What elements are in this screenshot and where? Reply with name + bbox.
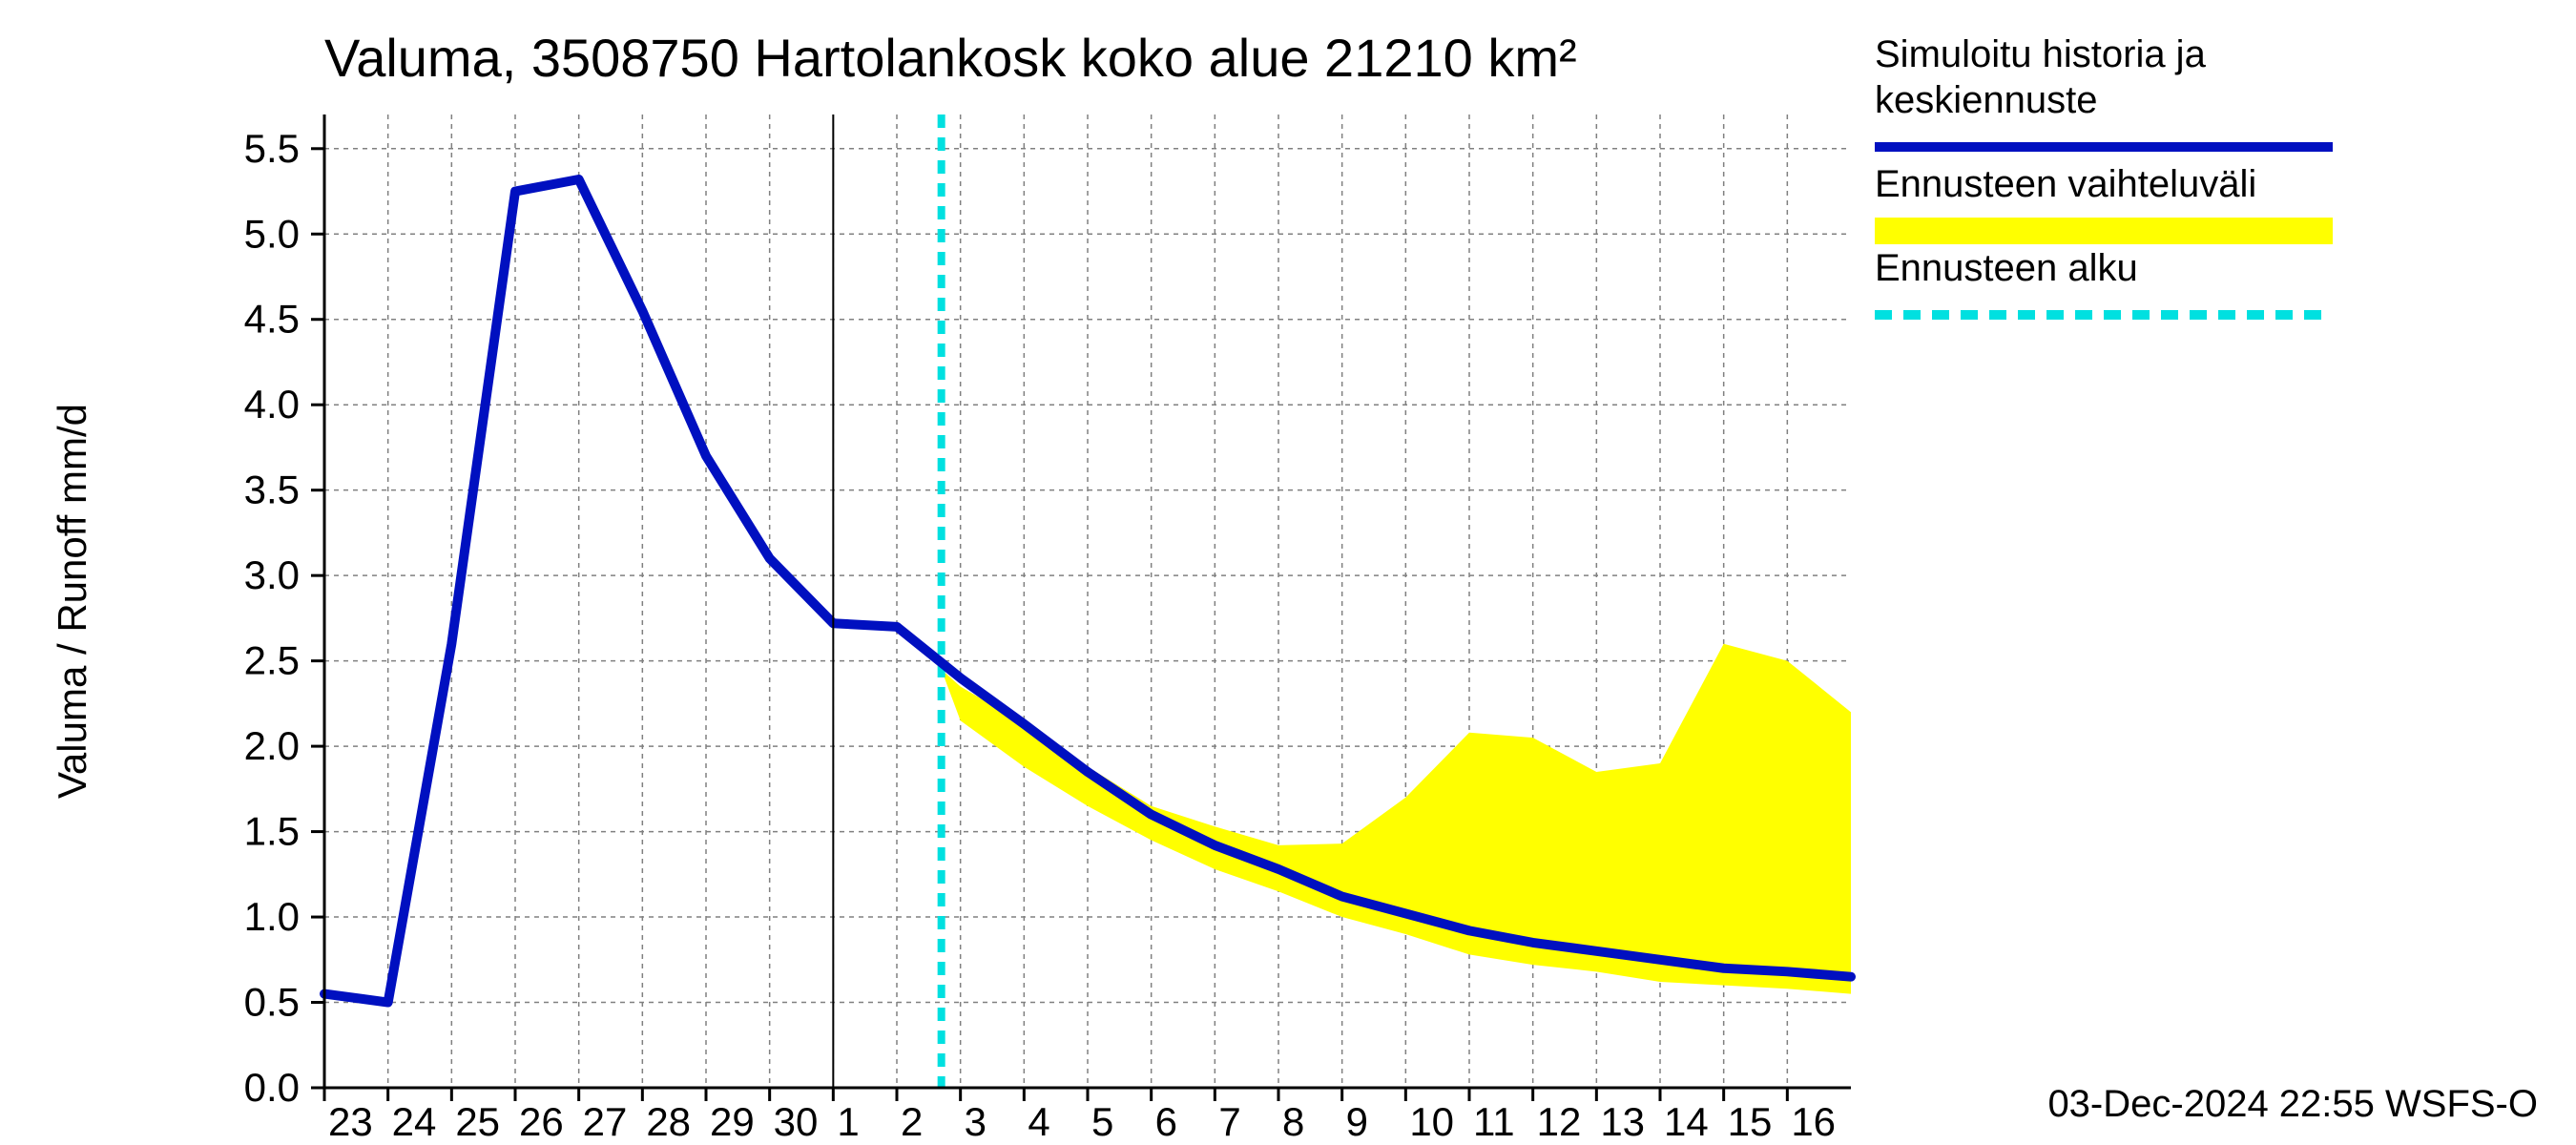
legend-label: Ennusteen alku	[1875, 247, 2138, 289]
legend-label: keskiennuste	[1875, 79, 2097, 121]
ytick-label: 5.5	[244, 126, 300, 171]
ytick-label: 3.0	[244, 552, 300, 597]
xtick-label: 29	[710, 1099, 755, 1144]
xtick-label: 7	[1218, 1099, 1240, 1144]
xtick-label: 27	[583, 1099, 628, 1144]
xtick-label: 28	[646, 1099, 691, 1144]
xtick-label: 3	[965, 1099, 987, 1144]
xtick-label: 30	[774, 1099, 819, 1144]
xtick-label: 26	[519, 1099, 564, 1144]
legend-swatch-band	[1875, 218, 2333, 244]
y-axis-label: Valuma / Runoff mm/d	[50, 404, 94, 799]
ytick-label: 3.5	[244, 468, 300, 512]
xtick-label: 9	[1346, 1099, 1368, 1144]
xtick-label: 8	[1282, 1099, 1304, 1144]
ytick-label: 5.0	[244, 211, 300, 256]
xtick-label: 12	[1537, 1099, 1582, 1144]
legend-label: Simuloitu historia ja	[1875, 33, 2207, 75]
xtick-label: 2	[901, 1099, 923, 1144]
xtick-label: 6	[1155, 1099, 1177, 1144]
xtick-label: 14	[1664, 1099, 1709, 1144]
xtick-label: 1	[837, 1099, 859, 1144]
xtick-label: 10	[1409, 1099, 1454, 1144]
xtick-label: 15	[1728, 1099, 1773, 1144]
xtick-label: 11	[1473, 1099, 1515, 1144]
chart-title: Valuma, 3508750 Hartolankosk koko alue 2…	[324, 28, 1577, 88]
xtick-label: 4	[1028, 1099, 1049, 1144]
ytick-label: 0.0	[244, 1065, 300, 1110]
ytick-label: 4.5	[244, 297, 300, 342]
ytick-label: 1.0	[244, 894, 300, 939]
ytick-label: 1.5	[244, 809, 300, 854]
chart-footer: 03-Dec-2024 22:55 WSFS-O	[2047, 1083, 2538, 1125]
runoff-chart: 0.00.51.01.52.02.53.03.54.04.55.05.52324…	[0, 0, 2576, 1145]
legend-label: Ennusteen vaihteluväli	[1875, 163, 2256, 205]
xtick-label: 13	[1600, 1099, 1645, 1144]
xtick-label: 23	[328, 1099, 373, 1144]
chart-svg: 0.00.51.01.52.02.53.03.54.04.55.05.52324…	[0, 0, 2576, 1145]
ytick-label: 2.5	[244, 638, 300, 683]
xtick-label: 5	[1091, 1099, 1113, 1144]
ytick-label: 0.5	[244, 980, 300, 1025]
xtick-label: 25	[455, 1099, 500, 1144]
ytick-label: 2.0	[244, 723, 300, 768]
xtick-label: 24	[392, 1099, 437, 1144]
xtick-label: 16	[1791, 1099, 1836, 1144]
ytick-label: 4.0	[244, 382, 300, 427]
